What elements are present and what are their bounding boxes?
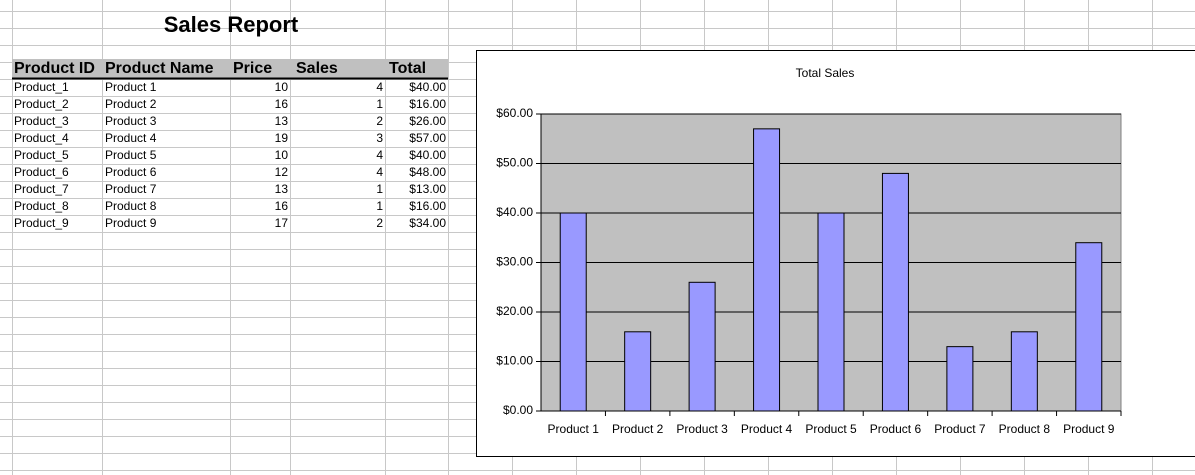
table-cell: 16 bbox=[275, 97, 289, 111]
header-background bbox=[12, 59, 448, 78]
table-cell: Product 5 bbox=[105, 148, 157, 162]
x-tick-label: Product 3 bbox=[676, 422, 728, 436]
table-cell: Product_3 bbox=[14, 114, 69, 128]
table-cell: 1 bbox=[376, 97, 383, 111]
column-header: Product Name bbox=[105, 60, 214, 77]
bar bbox=[624, 331, 652, 412]
table-cell: $40.00 bbox=[409, 80, 446, 94]
table-cell: 10 bbox=[275, 80, 289, 94]
table-cell: $48.00 bbox=[409, 165, 446, 179]
table-cell: Product_8 bbox=[14, 199, 69, 213]
column-header: Sales bbox=[296, 60, 338, 77]
column-header: Product ID bbox=[14, 60, 95, 77]
table-cell: 10 bbox=[275, 148, 289, 162]
table-cell: $13.00 bbox=[409, 182, 446, 196]
y-tick-label: $60.00 bbox=[496, 106, 533, 120]
table-cell: $40.00 bbox=[409, 148, 446, 162]
column-header: Price bbox=[233, 60, 272, 77]
table-cell: Product_5 bbox=[14, 148, 69, 162]
y-tick-label: $10.00 bbox=[496, 354, 533, 368]
y-tick-label: $0.00 bbox=[503, 403, 533, 417]
bar bbox=[881, 172, 909, 412]
table-cell: 12 bbox=[275, 165, 289, 179]
table-cell: 4 bbox=[376, 148, 383, 162]
x-tick-label: Product 1 bbox=[548, 422, 600, 436]
table-cell: $34.00 bbox=[409, 216, 446, 230]
bar bbox=[817, 212, 845, 412]
table-cell: 16 bbox=[275, 199, 289, 213]
column-header: Total bbox=[389, 60, 426, 77]
table-cell: 1 bbox=[376, 182, 383, 196]
table-cell: Product_1 bbox=[14, 80, 69, 94]
x-tick-label: Product 7 bbox=[934, 422, 986, 436]
x-tick-label: Product 8 bbox=[999, 422, 1051, 436]
table-cell: Product 3 bbox=[105, 114, 157, 128]
table-cell: Product_6 bbox=[14, 165, 69, 179]
table-cell: 13 bbox=[275, 114, 289, 128]
x-tick-label: Product 4 bbox=[741, 422, 793, 436]
table-cell: Product 9 bbox=[105, 216, 157, 230]
table-cell: Product_7 bbox=[14, 182, 69, 196]
y-tick-label: $50.00 bbox=[496, 156, 533, 170]
table-cell: 13 bbox=[275, 182, 289, 196]
bar bbox=[1010, 331, 1038, 412]
table-cell: 19 bbox=[275, 131, 289, 145]
table-cell: 3 bbox=[376, 131, 383, 145]
table-cell: Product_2 bbox=[14, 97, 69, 111]
x-tick-label: Product 5 bbox=[805, 422, 857, 436]
bar bbox=[946, 346, 974, 412]
sheet-title: Sales Report bbox=[164, 12, 299, 37]
bar bbox=[559, 212, 587, 412]
x-tick-label: Product 2 bbox=[612, 422, 664, 436]
chart-title: Total Sales bbox=[796, 66, 855, 80]
table-cell: Product 4 bbox=[105, 131, 157, 145]
table-cell: 2 bbox=[376, 114, 383, 128]
table-cell: Product 2 bbox=[105, 97, 157, 111]
bar bbox=[1075, 242, 1103, 412]
x-tick-label: Product 6 bbox=[870, 422, 922, 436]
table-cell: 4 bbox=[376, 80, 383, 94]
table-cell: $16.00 bbox=[409, 199, 446, 213]
table-cell: 4 bbox=[376, 165, 383, 179]
table-cell: Product 1 bbox=[105, 80, 157, 94]
table-cell: Product 7 bbox=[105, 182, 157, 196]
table-cell: 2 bbox=[376, 216, 383, 230]
y-tick-label: $20.00 bbox=[496, 304, 533, 318]
table-cell: $26.00 bbox=[409, 114, 446, 128]
table-cell: Product 8 bbox=[105, 199, 157, 213]
table-cell: 1 bbox=[376, 199, 383, 213]
table-cell: $16.00 bbox=[409, 97, 446, 111]
bar bbox=[688, 281, 716, 412]
table-cell: 17 bbox=[275, 216, 289, 230]
bar bbox=[753, 128, 781, 412]
table-cell: Product 6 bbox=[105, 165, 157, 179]
table-cell: Product_4 bbox=[14, 131, 69, 145]
x-tick-label: Product 9 bbox=[1063, 422, 1115, 436]
y-tick-label: $30.00 bbox=[496, 255, 533, 269]
table-cell: Product_9 bbox=[14, 216, 69, 230]
y-tick-label: $40.00 bbox=[496, 205, 533, 219]
table-cell: $57.00 bbox=[409, 131, 446, 145]
